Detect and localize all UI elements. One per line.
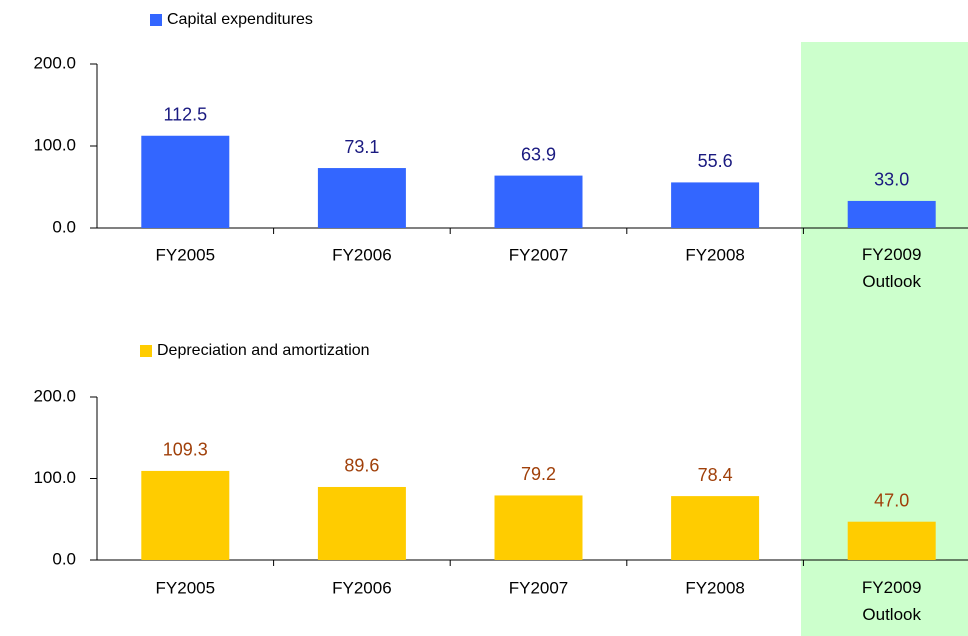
value-label: 73.1 [344,137,379,157]
bar [847,200,936,228]
y-tick-label: 100.0 [33,468,76,487]
bar [141,470,230,560]
x-tick-label: FY2007 [509,245,569,264]
bar [317,486,406,560]
x-tick-label: FY2006 [332,578,392,597]
x-tick-label: FY2005 [156,245,216,264]
value-label: 79.2 [521,464,556,484]
y-tick-label: 0.0 [52,217,76,236]
y-tick-label: 200.0 [33,53,76,72]
legend-label: Depreciation and amortization [157,342,370,359]
bar [494,175,583,228]
x-tick-label: FY2005 [156,578,216,597]
y-tick-label: 200.0 [33,386,76,405]
x-tick-label: FY2009 Outlook [862,578,922,624]
x-tick-label: FY2008 [685,245,745,264]
legend-swatch [150,14,162,26]
y-tick-label: 100.0 [33,135,76,154]
x-tick-label: FY2009 Outlook [862,245,922,291]
value-label: 112.5 [163,105,207,125]
x-tick-label: FY2007 [509,578,569,597]
value-label: 78.4 [698,465,733,485]
value-label: 109.3 [163,440,208,460]
value-label: 89.6 [344,456,379,476]
bar [141,135,230,228]
y-tick-label: 0.0 [52,549,76,568]
value-label: 47.0 [874,490,909,510]
bar [671,182,760,228]
bar [494,495,583,560]
bar [671,496,760,560]
legend-label: Capital expenditures [167,11,313,28]
bar [317,168,406,228]
x-tick-label: FY2008 [685,578,745,597]
value-label: 63.9 [521,144,556,164]
bar [847,521,936,560]
value-label: 33.0 [874,170,909,190]
x-tick-label: FY2006 [332,245,392,264]
value-label: 55.6 [698,151,733,171]
legend-swatch [140,345,152,357]
